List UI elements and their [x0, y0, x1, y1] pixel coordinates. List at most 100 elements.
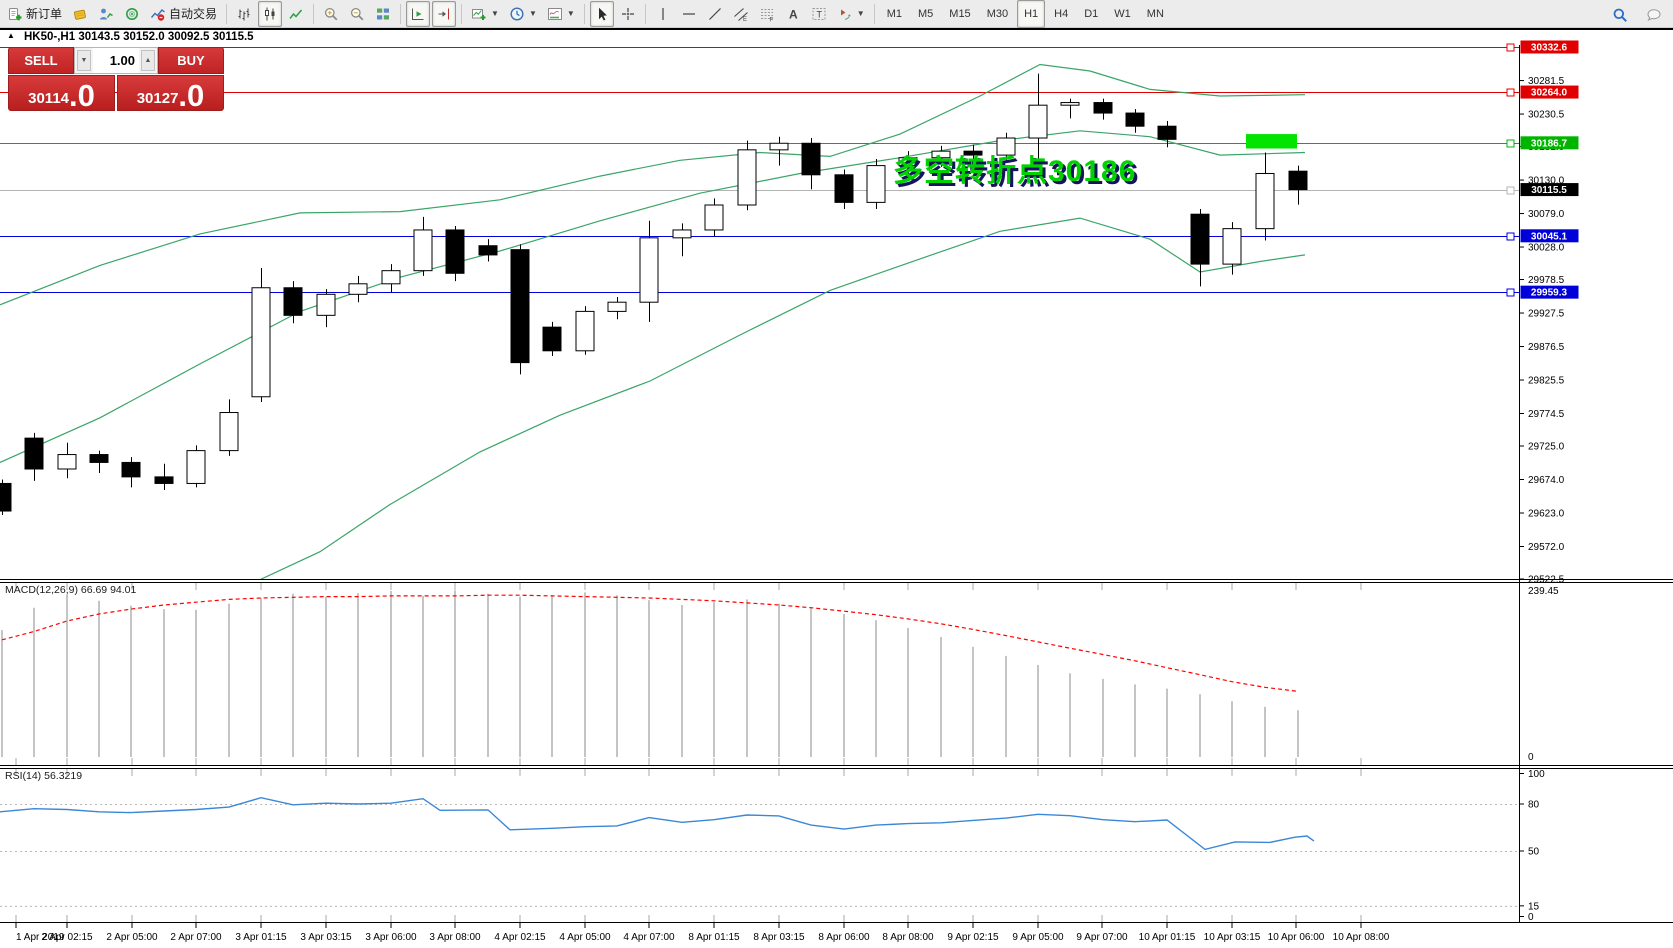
svg-text:2 Apr 07:00: 2 Apr 07:00 — [170, 932, 222, 943]
toolbar-separator — [461, 3, 463, 24]
svg-text:30332.6: 30332.6 — [1531, 43, 1568, 54]
candle — [996, 137, 1016, 156]
rsi-label: RSI(14) 56.3219 — [5, 770, 83, 782]
zoom-out-button[interactable] — [345, 1, 369, 27]
tf-mn[interactable]: MN — [1140, 0, 1171, 28]
bar-chart-button[interactable] — [232, 1, 256, 27]
one-click-trading-panel: SELL ▼ ▲ BUY 30114 .0 30127 .0 — [8, 47, 224, 111]
line-chart-button[interactable] — [284, 1, 308, 27]
crosshair-button[interactable] — [616, 1, 640, 27]
zoom-in-button[interactable] — [319, 1, 343, 27]
volume-input[interactable] — [93, 48, 139, 73]
svg-text:29927.5: 29927.5 — [1528, 309, 1565, 320]
text-label-button[interactable]: T — [807, 1, 831, 27]
tf-m1[interactable]: M1 — [880, 0, 909, 28]
svg-text:3 Apr 01:15: 3 Apr 01:15 — [235, 932, 287, 943]
svg-text:29959.3: 29959.3 — [1531, 288, 1568, 299]
collapse-icon[interactable]: ▲ — [7, 31, 15, 40]
candle — [24, 437, 44, 470]
new-order-icon — [7, 6, 23, 22]
new-chart-button[interactable]: ▼ — [467, 1, 503, 27]
fibonacci-button[interactable]: F — [755, 1, 779, 27]
sell-button[interactable]: SELL — [8, 47, 74, 74]
chart-title: HK50-,H1 30143.5 30152.0 30092.5 30115.5 — [24, 31, 254, 43]
candle — [1028, 104, 1048, 139]
buy-button[interactable]: BUY — [158, 47, 224, 74]
tf-m15[interactable]: M15 — [942, 0, 977, 28]
horizontal-line-button[interactable] — [677, 1, 701, 27]
svg-text:30281.5: 30281.5 — [1528, 76, 1565, 87]
indicators-icon — [471, 6, 487, 22]
volume-up-button[interactable]: ▲ — [141, 50, 155, 71]
price-badge — [1520, 40, 1579, 54]
svg-text:15: 15 — [1528, 901, 1540, 912]
candle — [186, 450, 206, 484]
text-icon: A — [785, 6, 801, 22]
text-button[interactable]: A — [781, 1, 805, 27]
candle — [381, 270, 401, 285]
candle — [154, 476, 174, 484]
candle — [1255, 172, 1275, 230]
candlestick-button[interactable] — [258, 0, 283, 27]
signal-icon — [124, 6, 140, 22]
candle — [575, 310, 595, 352]
rsi-line — [0, 796, 1315, 851]
tf-m30[interactable]: M30 — [980, 0, 1015, 28]
tile-windows-button[interactable] — [371, 1, 395, 27]
svg-text:E: E — [743, 17, 747, 22]
equidistant-channel-button[interactable]: E — [729, 1, 753, 27]
macd-label: MACD(12,26,9) 66.69 94.01 — [5, 584, 137, 596]
svg-text:30264.0: 30264.0 — [1531, 88, 1568, 99]
label-icon: T — [811, 6, 827, 22]
tf-h4[interactable]: H4 — [1047, 0, 1075, 28]
crosshair-icon — [620, 6, 636, 22]
templates-button[interactable]: ▼ — [543, 1, 579, 27]
auto-scroll-button[interactable] — [406, 0, 431, 27]
zoom-in-icon — [323, 6, 339, 22]
arrows-icon — [837, 6, 853, 22]
candle — [510, 249, 530, 364]
volume-down-button[interactable]: ▼ — [77, 50, 91, 71]
sell-price[interactable]: 30114 .0 — [8, 75, 115, 111]
candle — [1093, 102, 1113, 114]
chevron-down-icon: ▼ — [566, 9, 575, 18]
svg-text:10 Apr 08:00: 10 Apr 08:00 — [1333, 932, 1390, 943]
svg-text:29825.5: 29825.5 — [1528, 376, 1565, 387]
profile-button[interactable] — [94, 1, 118, 27]
tf-w1-label: W1 — [1114, 7, 1131, 20]
signal-button[interactable] — [120, 1, 144, 27]
candle — [478, 245, 498, 256]
svg-text:29572.0: 29572.0 — [1528, 542, 1565, 553]
svg-text:29725.0: 29725.0 — [1528, 442, 1565, 453]
buy-price[interactable]: 30127 .0 — [117, 75, 224, 111]
svg-text:30115.5: 30115.5 — [1531, 185, 1567, 196]
tf-d1[interactable]: D1 — [1077, 0, 1105, 28]
svg-text:80: 80 — [1528, 799, 1540, 810]
chart-shift-button[interactable] — [432, 0, 457, 27]
vertical-line-button[interactable] — [651, 1, 675, 27]
tf-h1[interactable]: H1 — [1017, 0, 1046, 28]
chat-button[interactable] — [1642, 2, 1666, 28]
cursor-icon — [594, 6, 610, 22]
tf-w1[interactable]: W1 — [1107, 0, 1138, 28]
trendline-icon — [707, 6, 723, 22]
candle — [639, 237, 659, 303]
tf-m5[interactable]: M5 — [911, 0, 940, 28]
trendline-button[interactable] — [703, 1, 727, 27]
arrows-button[interactable]: ▼ — [833, 1, 869, 27]
highlight-rect — [1246, 134, 1297, 149]
candle — [89, 454, 109, 463]
autotrading-button[interactable]: 自动交易 — [146, 1, 221, 27]
svg-text:10 Apr 03:15: 10 Apr 03:15 — [1204, 932, 1261, 943]
svg-text:3 Apr 06:00: 3 Apr 06:00 — [365, 932, 417, 943]
candle — [801, 142, 821, 176]
new-order-button[interactable]: 新订单 — [3, 1, 66, 27]
periods-button[interactable]: ▼ — [505, 1, 541, 27]
candlestick-icon — [262, 6, 278, 22]
search-button[interactable] — [1608, 2, 1632, 28]
tf-m5-label: M5 — [918, 7, 934, 20]
market-watch-button[interactable] — [68, 1, 92, 27]
cursor-button[interactable] — [589, 0, 614, 27]
candle — [834, 174, 854, 203]
